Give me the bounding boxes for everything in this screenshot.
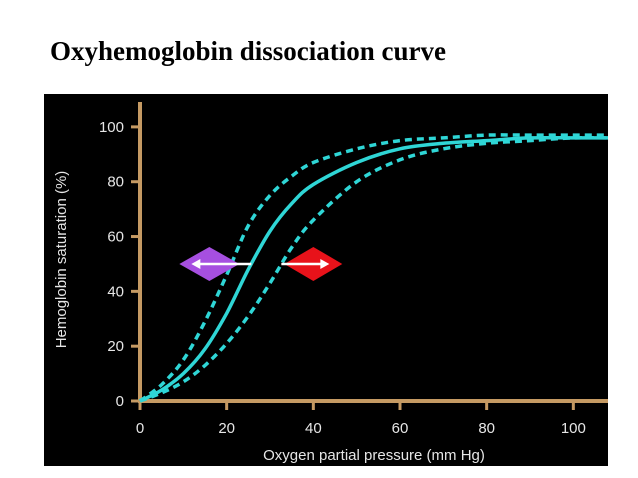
normal-curve xyxy=(139,135,608,403)
x-tick-label: 80 xyxy=(478,420,495,437)
chart-panel: 0 20 40 60 80 100 0 20 40 60 80 100 Oxygen partial … xyxy=(44,94,608,466)
right-shifted-curve xyxy=(139,135,608,403)
dissociation-chart: 0 20 40 60 80 100 0 20 40 60 80 100 Oxygen partial … xyxy=(53,102,608,464)
y-tick-label: 60 xyxy=(107,229,124,246)
y-tick-label: 80 xyxy=(107,174,124,191)
y-tick-label: 0 xyxy=(116,393,124,410)
x-tick-label: 60 xyxy=(392,420,409,437)
x-tick-label: 100 xyxy=(561,420,586,437)
page-title: Oxyhemoglobin dissociation curve xyxy=(50,36,447,66)
x-tick-label: 20 xyxy=(218,420,235,437)
x-tick-label: 0 xyxy=(136,420,144,437)
right-shift-arrow xyxy=(281,246,343,281)
arrow-head xyxy=(191,258,201,269)
left-shift-arrow xyxy=(179,246,252,281)
x-axis-title: Oxygen partial pressure (mm Hg) xyxy=(263,447,485,464)
arrow-head xyxy=(320,258,330,269)
y-tick-label: 40 xyxy=(107,283,124,300)
y-axis-title: Hemoglobin saturation (%) xyxy=(53,171,70,349)
y-tick-label: 100 xyxy=(99,119,124,136)
x-tick-label: 40 xyxy=(305,420,322,437)
y-tick-label: 20 xyxy=(107,338,124,355)
